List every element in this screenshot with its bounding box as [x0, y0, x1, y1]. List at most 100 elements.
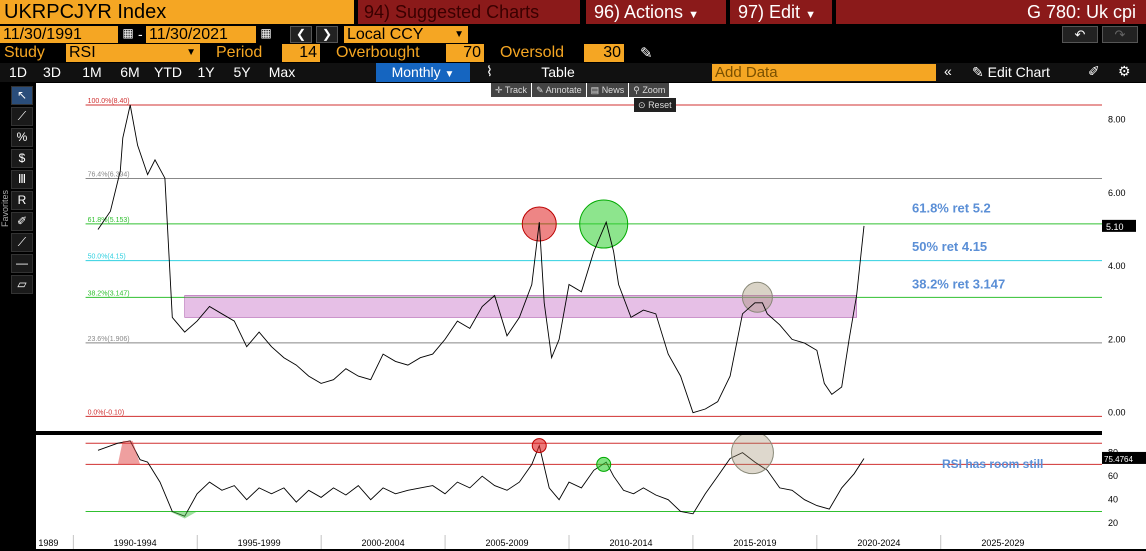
gear-icon[interactable]: ⚙ [1118, 63, 1131, 79]
fibonacci-icon[interactable]: Ⅲ [11, 170, 33, 189]
fib-label-6: 0.0%(-0.10) [88, 409, 125, 416]
rsi-oversold-fill [169, 511, 198, 519]
fib-label-0: 100.0%(8.40) [88, 98, 130, 105]
collapse-icon[interactable]: « [944, 63, 952, 79]
x-axis-svg: 1989 1990-1994 1995-1999 2000-2004 2005-2009… [38, 535, 1024, 549]
pencil-icon[interactable]: ✎ [640, 45, 653, 62]
fib-label-3: 50.0%(4.15) [88, 254, 126, 261]
table-button[interactable]: Table [541, 64, 575, 80]
news-tool[interactable]: ▤ News [586, 83, 629, 97]
suggested-charts-button[interactable]: 94) Suggested Charts [358, 0, 580, 24]
study-select[interactable]: RSI ▼ [66, 44, 200, 62]
tab-max[interactable]: Max [268, 64, 296, 80]
edit-label: 97) Edit [738, 2, 801, 22]
tab-ytd[interactable]: YTD [154, 64, 182, 80]
rsi-tick-label: 40 [1108, 495, 1118, 505]
chart-type-icon[interactable]: ⌇ [486, 63, 493, 79]
track-tool[interactable]: ✛ Track [491, 83, 532, 97]
rsi-tick-label: 20 [1108, 518, 1118, 528]
price-chart-svg: 100.0%(8.40) 76.4%(6.394) 61.8%(5.153) 50.0… [85, 98, 1102, 417]
rsi-annotation: RSI has room still [942, 457, 1043, 471]
tab-6m[interactable]: 6M [120, 64, 140, 80]
fib-label-5: 23.6%(1.906) [88, 336, 130, 343]
edit-chart-button[interactable]: ✎ Edit Chart [972, 63, 1050, 82]
currency-value: Local CCY [347, 26, 424, 43]
price-chart[interactable]: 100.0%(8.40) 76.4%(6.394) 61.8%(5.153) 50.0… [36, 83, 1102, 431]
tab-3d[interactable]: 3D [43, 64, 61, 80]
price-tick-label: 2.00 [1108, 334, 1126, 344]
brush-icon[interactable]: ✐ [11, 212, 33, 231]
frequency-select[interactable]: Monthly ▼ [376, 63, 470, 82]
tab-1d[interactable]: 1D [9, 64, 27, 80]
chart-title: G 780: Uk cpi [836, 0, 1146, 24]
drawing-sidebar: ↖ ⟋ % $ Ⅲ R ✐ ⟋ — ▱ [11, 84, 35, 296]
x-axis: 1989 1990-1994 1995-1999 2000-2004 2005-2009… [36, 535, 1102, 549]
price-tick-label: 4.00 [1108, 261, 1126, 271]
x-tick-label: 2005-2009 [485, 538, 528, 548]
reset-label: Reset [648, 100, 672, 110]
period-input[interactable]: 14 [282, 44, 320, 62]
start-date-field[interactable]: 11/30/1991 [0, 26, 118, 43]
cpi-series-line [97, 104, 865, 414]
edit-menu[interactable]: 97) Edit ▼ [730, 0, 832, 24]
edit-icon[interactable]: ✐ [1088, 63, 1100, 79]
reset-icon: ⊙ [638, 100, 646, 110]
tab-1m[interactable]: 1M [82, 64, 102, 80]
annotation-ret618: 61.8% ret 5.2 [912, 201, 991, 216]
reset-button[interactable]: ⊙ Reset [634, 98, 676, 112]
horizontal-line-icon[interactable]: — [11, 254, 33, 273]
date-separator: - [138, 26, 143, 42]
x-tick-label: 2010-2014 [609, 538, 652, 548]
study-label: Study [4, 44, 45, 61]
zoom-label: Zoom [642, 85, 666, 95]
actions-menu[interactable]: 96) Actions ▼ [586, 0, 726, 24]
rsi-last-tag: 75.4764 [1104, 455, 1133, 464]
trend-line-icon[interactable]: ⟋ [11, 233, 33, 252]
support-band [184, 295, 857, 318]
rsi-series-line [97, 440, 865, 517]
currency-select[interactable]: Local CCY ▼ [344, 26, 468, 43]
fib-label-2: 61.8%(5.153) [88, 217, 130, 224]
overbought-input[interactable]: 70 [446, 44, 484, 62]
edit-chart-label: Edit Chart [987, 64, 1050, 80]
frequency-value: Monthly [391, 64, 441, 80]
retracement-icon[interactable]: R [11, 191, 33, 210]
crosshair-icon: ✛ [495, 85, 503, 95]
cursor-icon[interactable]: ↖ [11, 86, 33, 105]
previous-period-button[interactable]: ❮ [290, 26, 312, 43]
chart-tools: ✛ Track ✎ Annotate ▤ News ⚲ Zoom [491, 83, 670, 97]
percent-icon[interactable]: % [11, 128, 33, 147]
oversold-input[interactable]: 30 [584, 44, 624, 62]
calendar-icon[interactable]: ▦ [260, 26, 272, 40]
y-axis-svg: 8.006.004.002.000.005.108060402075.4764 [1102, 115, 1146, 528]
calendar-icon[interactable]: ▦ [122, 26, 134, 40]
next-period-button[interactable]: ❯ [316, 26, 338, 43]
tab-5y[interactable]: 5Y [233, 64, 251, 80]
channel-icon[interactable]: ▱ [11, 275, 33, 294]
title-bar: UKRPCJYR Index 94) Suggested Charts 96) … [0, 0, 1146, 24]
oversold-label: Oversold [500, 44, 565, 61]
chevron-down-icon: ▼ [444, 69, 455, 80]
zoom-tool[interactable]: ⚲ Zoom [629, 83, 670, 97]
study-value: RSI [69, 44, 96, 61]
y-axis: 8.006.004.002.000.005.108060402075.4764 [1102, 83, 1146, 549]
redo-button[interactable]: ↷ [1102, 26, 1138, 43]
rsi-last-tag-bg [1102, 451, 1146, 464]
annotation-ret382: 38.2% ret 3.147 [912, 277, 1005, 292]
x-tick-label: 1990-1994 [114, 538, 157, 548]
ticker-field[interactable]: UKRPCJYR Index [0, 0, 354, 24]
dollar-icon[interactable]: $ [11, 149, 33, 168]
add-data-input[interactable]: Add Data [712, 64, 936, 81]
tab-1y[interactable]: 1Y [197, 64, 215, 80]
last-price-tag: 5.10 [1106, 222, 1124, 232]
line-draw-icon[interactable]: ⟋ [11, 107, 33, 126]
price-tick-label: 8.00 [1108, 115, 1126, 125]
chevron-down-icon: ▼ [688, 9, 699, 21]
x-tick-label: 2025-2029 [981, 538, 1024, 548]
annotate-tool[interactable]: ✎ Annotate [532, 83, 586, 97]
news-label: News [601, 85, 625, 95]
fib-label-1: 76.4%(6.394) [88, 171, 130, 178]
rsi-panel[interactable]: RSI has room still [36, 431, 1102, 535]
undo-button[interactable]: ↶ [1062, 26, 1098, 43]
end-date-field[interactable]: 11/30/2021 [146, 26, 256, 43]
